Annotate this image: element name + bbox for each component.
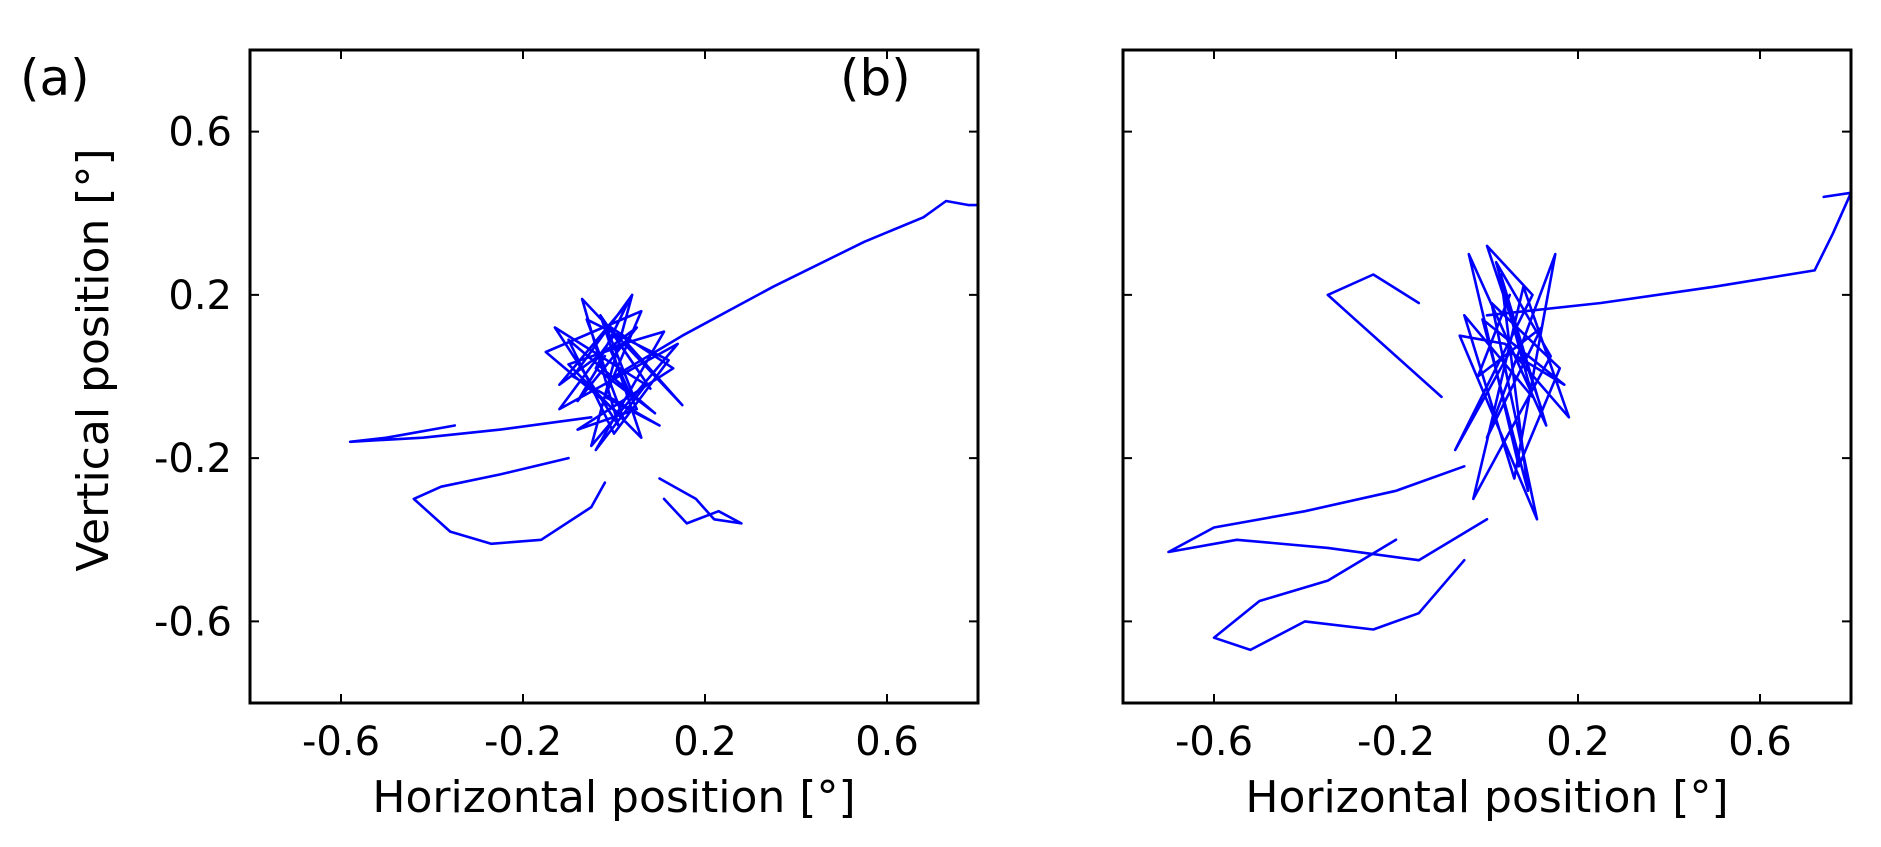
x-tick-label: 0.2 [1546,719,1610,765]
panel-b: (b) -0.6 -0.2 0.2 0.6 Horizontal position [… [840,48,1853,823]
eye-trace-a-4 [412,456,607,546]
x-tick-label: 0.6 [855,719,919,765]
y-tick-label: -0.2 [154,436,232,482]
x-tick-label: -0.2 [1357,719,1435,765]
panel-label-b: (b) [840,49,911,107]
x-tick-label: -0.2 [484,719,562,765]
traces-b [1167,191,1853,652]
plot-frame-a [248,48,980,705]
y-tick-label: -0.6 [154,599,232,645]
x-tick-label: 0.2 [673,719,737,765]
eye-trace-b-5 [1326,273,1443,399]
tick-labels-b: -0.6 -0.2 0.2 0.6 [1175,719,1792,765]
y-tick-label: 0.2 [168,273,232,319]
x-tick-label: 0.6 [1728,719,1792,765]
x-axis-label-b: Horizontal position [°] [1245,772,1728,823]
plot-frame-b [1121,48,1853,705]
eye-trace-b-1 [1453,244,1571,521]
eye-trace-b-4 [1212,538,1466,652]
eye-trace-a-2 [612,199,980,378]
eye-trace-b-2 [1485,191,1853,317]
x-axis-label-a: Horizontal position [°] [372,772,855,823]
traces-a [348,199,980,546]
panel-a: (a) -0.6 -0.2 0.2 0.6 -0.6 -0.2 0.2 0.6 Horizon… [20,48,980,823]
eye-trace-a-1 [544,293,684,452]
x-tick-label: -0.6 [1175,719,1253,765]
eye-trace-b-3 [1167,464,1489,562]
x-tick-label: -0.6 [302,719,380,765]
eye-trace-a-5 [658,477,743,525]
tick-labels-a: -0.6 -0.2 0.2 0.6 -0.6 -0.2 0.2 0.6 [154,110,919,765]
y-axis-label: Vertical position [°] [68,148,119,571]
eye-trace-a-3 [348,415,593,444]
ticks-b [1123,50,1851,703]
y-tick-label: 0.6 [168,110,232,156]
panel-label-a: (a) [20,49,90,107]
